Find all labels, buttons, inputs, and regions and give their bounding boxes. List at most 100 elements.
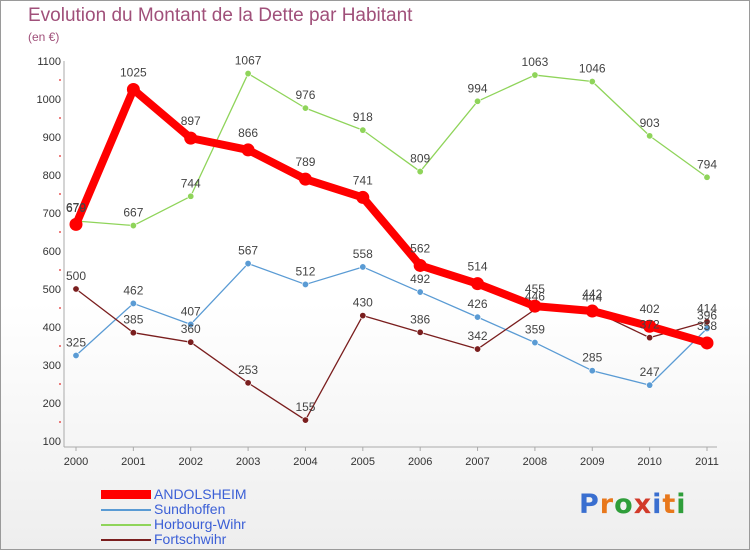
logo-letter: P xyxy=(579,489,600,520)
x-tick-label: 2010 xyxy=(637,456,661,468)
series-line-andolsheim xyxy=(72,85,711,347)
data-label: 342 xyxy=(468,329,488,343)
data-point xyxy=(301,104,309,112)
data-label: 976 xyxy=(295,88,315,102)
proxiti-logo: Proxiti xyxy=(579,489,687,520)
data-point xyxy=(416,328,424,336)
legend-swatch xyxy=(101,538,151,541)
data-label: 897 xyxy=(181,114,201,128)
data-point xyxy=(126,83,140,96)
data-point xyxy=(359,126,367,134)
x-tick-label: 2008 xyxy=(523,456,547,468)
y-tick-label: 500 xyxy=(43,284,61,296)
data-label: 809 xyxy=(410,152,430,166)
data-point xyxy=(588,78,596,86)
x-tick-label: 2003 xyxy=(236,456,260,468)
data-label: 789 xyxy=(295,155,315,169)
x-tick-label: 2006 xyxy=(408,456,432,468)
data-point xyxy=(703,325,711,333)
data-label: 430 xyxy=(353,296,373,310)
legend-swatch xyxy=(101,490,151,499)
data-point xyxy=(298,172,312,186)
x-tick-label: 2001 xyxy=(121,456,145,468)
series-andolsheim xyxy=(69,83,714,350)
data-point xyxy=(184,131,198,145)
data-label: 741 xyxy=(353,173,373,187)
data-label: 462 xyxy=(123,283,143,297)
data-label: 247 xyxy=(640,365,660,379)
data-label: 1046 xyxy=(579,62,606,76)
data-label: 492 xyxy=(410,272,430,286)
data-label: 1067 xyxy=(235,54,262,68)
data-point xyxy=(356,190,370,204)
data-point xyxy=(646,381,654,389)
legend-label: Horbourg-Wihr xyxy=(154,516,246,532)
data-label: 359 xyxy=(525,323,545,337)
data-label: 325 xyxy=(66,336,86,350)
data-label: 794 xyxy=(697,157,717,171)
legend: ANDOLSHEIM Sundhoffen Horbourg-Wihr Fortsch… xyxy=(101,487,247,547)
y-tick-label: 200 xyxy=(43,398,61,410)
data-label: 442 xyxy=(582,287,602,301)
y-tick-label: 700 xyxy=(43,208,61,220)
logo-letter: x xyxy=(633,489,653,520)
series-line-fortschwihr xyxy=(75,288,708,421)
y-tick-label: 900 xyxy=(43,132,61,144)
data-label: 372 xyxy=(640,318,660,332)
data-point xyxy=(301,416,309,424)
legend-swatch xyxy=(101,523,151,526)
legend-label: Fortschwihr xyxy=(154,531,227,547)
x-tick-label: 2000 xyxy=(64,456,88,468)
series-sundhoffen xyxy=(72,260,711,389)
data-label: 558 xyxy=(353,247,373,261)
data-label: 386 xyxy=(410,312,430,326)
data-label: 360 xyxy=(181,322,201,336)
data-label: 358 xyxy=(697,319,717,333)
data-point xyxy=(187,338,195,346)
data-point xyxy=(474,345,482,353)
data-point xyxy=(72,351,80,359)
data-label: 994 xyxy=(468,81,488,95)
x-tick-label: 2005 xyxy=(351,456,375,468)
legend-label: ANDOLSHEIM xyxy=(154,486,247,502)
data-point xyxy=(700,336,714,350)
data-point xyxy=(474,97,482,105)
data-label: 402 xyxy=(640,302,660,316)
data-label: 385 xyxy=(123,313,143,327)
data-label: 567 xyxy=(238,244,258,258)
series-horbourg-wihr xyxy=(72,70,711,230)
data-label: 1063 xyxy=(522,55,549,69)
data-label: 253 xyxy=(238,363,258,377)
data-label: 667 xyxy=(123,206,143,220)
data-point xyxy=(474,313,482,321)
data-point xyxy=(187,320,195,328)
x-tick-label: 2011 xyxy=(695,456,719,468)
logo-letter: i xyxy=(652,489,663,520)
data-point xyxy=(244,379,252,387)
data-point xyxy=(531,71,539,79)
series-fortschwihr xyxy=(72,285,711,424)
data-label: 512 xyxy=(295,264,315,278)
y-tick-label: 800 xyxy=(43,170,61,182)
series-line-horbourg-wihr xyxy=(75,72,708,227)
data-point xyxy=(301,280,309,288)
logo-letter: r xyxy=(599,489,615,520)
data-point xyxy=(69,217,83,231)
logo-letter: i xyxy=(676,489,687,520)
data-point xyxy=(241,143,255,157)
data-label: 918 xyxy=(353,110,373,124)
data-point xyxy=(129,299,137,307)
data-point xyxy=(359,263,367,271)
data-label: 396 xyxy=(697,309,717,323)
data-point xyxy=(643,319,657,333)
data-point xyxy=(244,70,252,78)
data-label: 407 xyxy=(181,304,201,318)
data-label: 866 xyxy=(238,126,258,140)
data-point xyxy=(413,258,427,272)
data-point xyxy=(531,339,539,347)
logo-letter: o xyxy=(614,489,634,520)
data-point xyxy=(471,277,485,291)
